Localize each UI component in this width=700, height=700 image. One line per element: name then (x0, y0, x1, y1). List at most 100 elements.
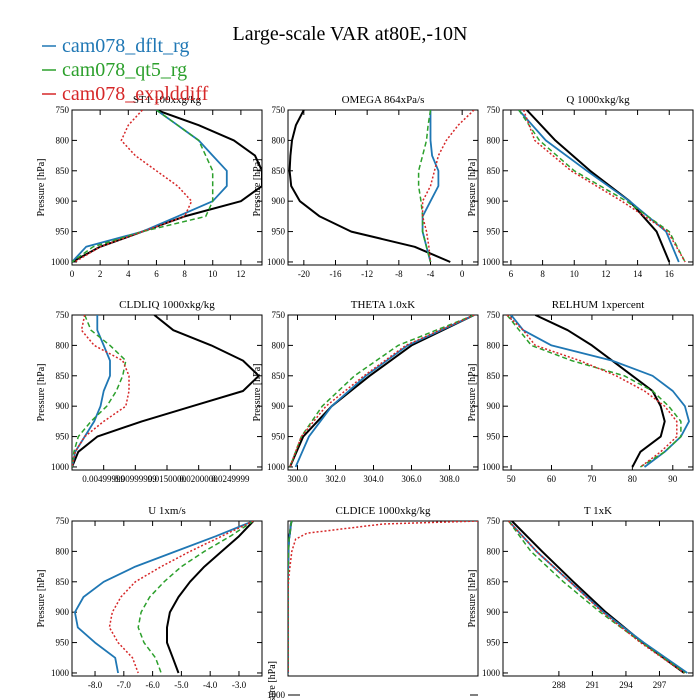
x-tick-label: -6.0 (145, 680, 160, 690)
x-tick-label: 0.0200000 (180, 474, 219, 484)
series-line-4 (288, 521, 478, 673)
x-tick-label: 8 (182, 269, 187, 279)
y-tick-label: 1000 (51, 462, 70, 472)
y-tick-label: 1000 (51, 668, 70, 678)
series-line-3 (289, 315, 475, 468)
y-tick-label: 750 (487, 516, 501, 526)
y-axis-label: Pressure [hPa] (467, 158, 478, 216)
panel-title: Q 1000xkg/kg (566, 94, 630, 106)
y-tick-label: 900 (56, 607, 70, 617)
panel-title: U 1xm/s (148, 505, 186, 517)
y-tick-label: 750 (272, 105, 286, 115)
legend-label: cam078_explddiff (62, 83, 209, 105)
x-tick-label: 4 (126, 269, 131, 279)
x-tick-label: 6 (509, 269, 514, 279)
y-tick-label: 750 (487, 310, 501, 320)
series-line-2 (518, 110, 680, 263)
x-tick-label: 60 (547, 474, 557, 484)
panel-frame (71, 520, 263, 677)
x-tick-label: -7.0 (117, 680, 132, 690)
panel-title: CLDLIQ 1000xkg/kg (119, 299, 215, 311)
series-line-4 (108, 521, 254, 674)
y-tick-label: 900 (272, 196, 286, 206)
series-line-1 (166, 521, 255, 674)
series-line-4 (508, 521, 685, 674)
y-tick-label: 1000 (482, 462, 501, 472)
y-tick-label: 850 (487, 166, 501, 176)
x-tick-label: 90 (668, 474, 678, 484)
y-axis-label: Pressure [hPa] (36, 158, 47, 216)
x-tick-label: -8 (395, 269, 403, 279)
y-tick-label: 950 (272, 432, 286, 442)
y-tick-label: 800 (272, 135, 286, 145)
x-tick-label: 308.0 (439, 474, 460, 484)
y-tick-label: 850 (56, 166, 70, 176)
y-tick-label: 800 (487, 340, 501, 350)
figure-legend: cam078_dflt_rgcam078_qt5_rgcam078_expldd… (42, 35, 209, 105)
y-tick-label: 750 (487, 105, 501, 115)
y-tick-label: 850 (272, 371, 286, 381)
series-line-1 (511, 521, 685, 674)
y-tick-label: 750 (56, 105, 70, 115)
y-tick-label: 800 (487, 546, 501, 556)
y-axis-label: Pressure [hPa] (467, 363, 478, 421)
panel-6: RELHUM 1xpercent 750 800 850 900 950 1000 Press… (467, 299, 694, 484)
x-tick-label: 0.0249999 (211, 474, 250, 484)
y-tick-label: 1000 (51, 257, 70, 267)
x-tick-label: 10 (208, 269, 218, 279)
panel-frame (287, 520, 479, 677)
fragment-tick-label: 1000 (267, 690, 286, 700)
panel-frame (502, 109, 694, 266)
panel-1: ST1 100xxg/kg 750 800 850 900 950 1000 Pressure… (36, 94, 263, 279)
x-tick-label: 80 (628, 474, 638, 484)
panel-9: T 1xK 750 800 850 900 950 1000 Pressure [hPa] 28… (467, 505, 694, 690)
x-tick-label: 0 (70, 269, 75, 279)
y-axis-label: Pressure [hPa] (36, 569, 47, 627)
y-tick-label: 900 (487, 401, 501, 411)
y-tick-label: 950 (56, 227, 70, 237)
y-tick-label: 900 (487, 607, 501, 617)
x-tick-label: -4 (427, 269, 435, 279)
series-line-4 (289, 315, 475, 468)
panel-3: Q 1000xkg/kg 750 800 850 900 950 1000 Pressure … (467, 94, 694, 279)
series-line-2 (72, 315, 111, 468)
y-tick-label: 800 (487, 135, 501, 145)
series-line-3 (72, 110, 214, 263)
x-tick-label: 0.00999999 (114, 474, 157, 484)
y-tick-label: 900 (272, 401, 286, 411)
y-tick-label: 1000 (267, 257, 286, 267)
y-axis-label: Pressure [hPa] (36, 363, 47, 421)
panel-7: U 1xm/s 750 800 850 900 950 1000 Pressure [hPa]… (36, 505, 263, 690)
x-tick-label: 2 (98, 269, 103, 279)
x-tick-label: 297 (653, 680, 667, 690)
x-tick-label: 12 (236, 269, 245, 279)
x-tick-label: 300.0 (287, 474, 308, 484)
y-tick-label: 1000 (482, 668, 501, 678)
series-line-2 (72, 110, 228, 263)
x-tick-label: -4.0 (203, 680, 218, 690)
x-tick-label: 288 (552, 680, 566, 690)
panel-5: THETA 1.0xK 750 800 850 900 950 1000 Pressure [… (252, 299, 479, 484)
y-tick-label: 750 (56, 516, 70, 526)
panel-frame (502, 520, 694, 677)
series-line-4 (74, 110, 193, 263)
x-tick-label: 14 (633, 269, 643, 279)
series-line-3 (507, 521, 686, 674)
legend-label: cam078_qt5_rg (62, 59, 187, 81)
y-tick-label: 850 (56, 371, 70, 381)
panel-8: CLDICE 1000xkg/kg (287, 505, 479, 677)
x-tick-label: 0 (460, 269, 465, 279)
panel-2: OMEGA 864xPa/s 750 800 850 900 950 1000 Pressur… (252, 94, 479, 279)
y-tick-label: 850 (56, 577, 70, 587)
y-tick-label: 750 (272, 310, 286, 320)
y-tick-label: 1000 (482, 257, 501, 267)
y-tick-label: 800 (56, 340, 70, 350)
legend-label: cam078_dflt_rg (62, 35, 189, 57)
y-tick-label: 800 (56, 546, 70, 556)
series-line-4 (72, 315, 130, 468)
x-tick-label: -5.0 (174, 680, 189, 690)
panel-title: ST1 100xxg/kg (133, 94, 202, 106)
panel-4: CLDLIQ 1000xkg/kg 750 800 850 900 950 1000 Pres… (36, 299, 263, 484)
series-line-3 (506, 315, 682, 468)
